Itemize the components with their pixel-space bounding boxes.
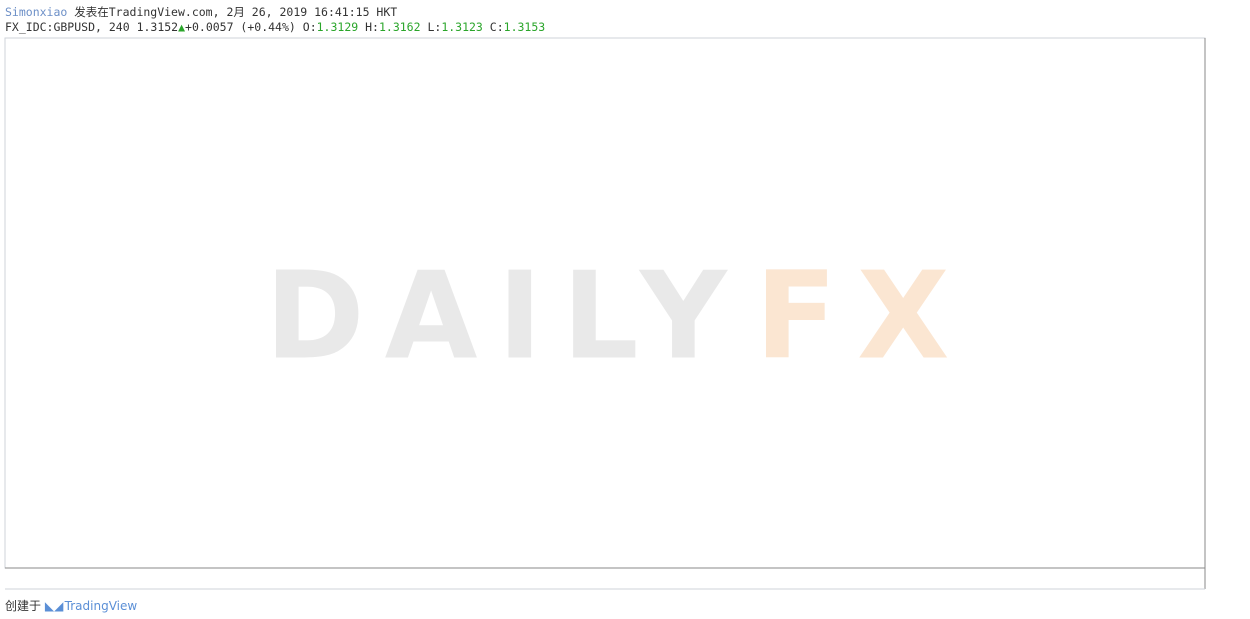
symbol: FX_IDC:GBPUSD, 240: [5, 20, 130, 34]
footer: 创建于 ◣◢ TradingView: [5, 597, 137, 614]
last: 1.3152: [136, 20, 179, 34]
published: 发表在TradingView.com, 2月 26, 2019 16:41:15…: [74, 5, 398, 19]
watermark: DAILY: [265, 248, 747, 387]
change: +0.0057 (+0.44%): [185, 20, 296, 34]
ohlc-value: 1.3129: [316, 20, 359, 34]
created: 创建于: [5, 599, 42, 613]
publisher[interactable]: Simonxiao: [5, 5, 68, 19]
ohlc-key: H:: [365, 20, 379, 34]
ohlc-key: L:: [427, 20, 442, 34]
ohlc-key: O:: [302, 20, 317, 34]
watermark-fx: FX: [755, 248, 970, 387]
logo: ◣◢: [44, 599, 64, 613]
ohlc: O:1.3129 H:1.3162 L:1.3123 C:1.3153: [303, 20, 545, 34]
publish-line: Simonxiao 发表在TradingView.com, 2月 26, 201…: [5, 4, 397, 20]
ohlc-value: 1.3153: [503, 20, 546, 34]
up-arrow: ▲: [178, 20, 186, 34]
ohlc-key: C:: [489, 20, 504, 34]
ohlc-value: 1.3123: [441, 20, 483, 34]
symbol-line: FX_IDC:GBPUSD, 240 1.3152▲+0.0057 (+0.44…: [5, 20, 545, 34]
ohlc-value: 1.3162: [378, 20, 421, 34]
brand[interactable]: TradingView: [64, 599, 138, 613]
